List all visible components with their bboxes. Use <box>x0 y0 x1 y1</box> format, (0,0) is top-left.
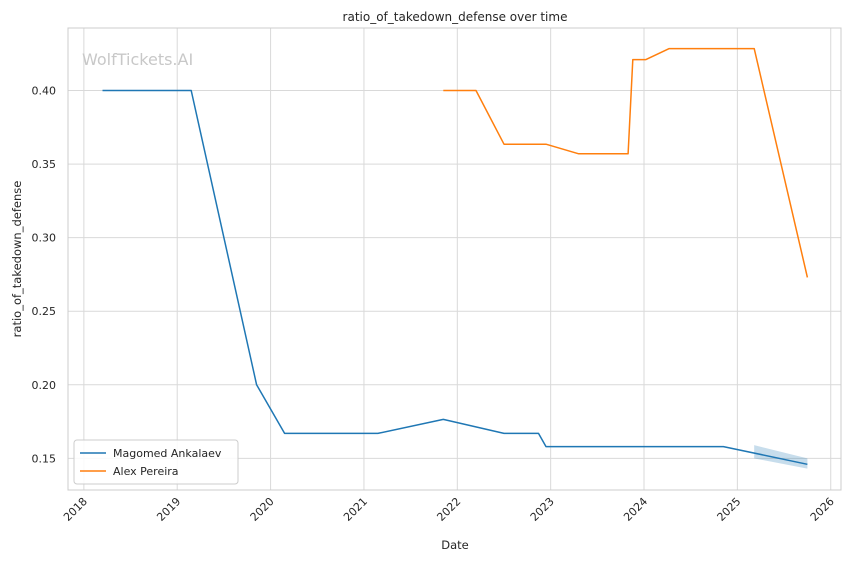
legend-box <box>73 439 239 485</box>
x-tick-labels: 2018 2019 2020 2021 2022 2023 2024 2025 2026 <box>61 495 837 524</box>
confidence-band-magomed-ankalaev <box>754 445 808 469</box>
x-tick-label: 2025 <box>715 495 744 524</box>
x-tick-label: 2021 <box>341 495 370 524</box>
legend-label-alex-pereira: Alex Pereira <box>113 465 179 478</box>
watermark: WolfTickets.AI <box>82 50 193 69</box>
x-tick-label: 2026 <box>808 495 837 524</box>
series-line-alex-pereira <box>443 47 809 278</box>
legend: Magomed Ankalaev Alex Pereira <box>73 439 239 485</box>
y-tick-label: 0.25 <box>32 305 57 318</box>
y-axis-label: ratio_of_takedown_defense <box>10 181 24 338</box>
y-tick-label: 0.30 <box>32 232 57 245</box>
chart-title: ratio_of_takedown_defense over time <box>343 10 568 24</box>
y-tick-labels: 0.15 0.20 0.25 0.30 0.35 0.40 <box>32 85 57 466</box>
series-lines <box>102 47 809 466</box>
x-tick-label: 2020 <box>248 495 277 524</box>
y-tick-label: 0.20 <box>32 379 57 392</box>
x-tick-label: 2022 <box>434 495 463 524</box>
series-line-magomed-ankalaev <box>102 89 808 466</box>
x-tick-label: 2024 <box>621 495 650 524</box>
y-tick-label: 0.40 <box>32 85 57 98</box>
x-tick-label: 2018 <box>61 495 90 524</box>
x-tick-label: 2023 <box>528 495 557 524</box>
y-tick-label: 0.35 <box>32 158 57 171</box>
legend-label-magomed-ankalaev: Magomed Ankalaev <box>113 447 222 460</box>
plot-frame <box>67 27 842 491</box>
x-axis-label: Date <box>441 538 469 552</box>
x-tick-label: 2019 <box>154 495 183 524</box>
confidence-bands <box>754 445 808 469</box>
grid <box>68 28 841 490</box>
y-tick-label: 0.15 <box>32 452 57 465</box>
